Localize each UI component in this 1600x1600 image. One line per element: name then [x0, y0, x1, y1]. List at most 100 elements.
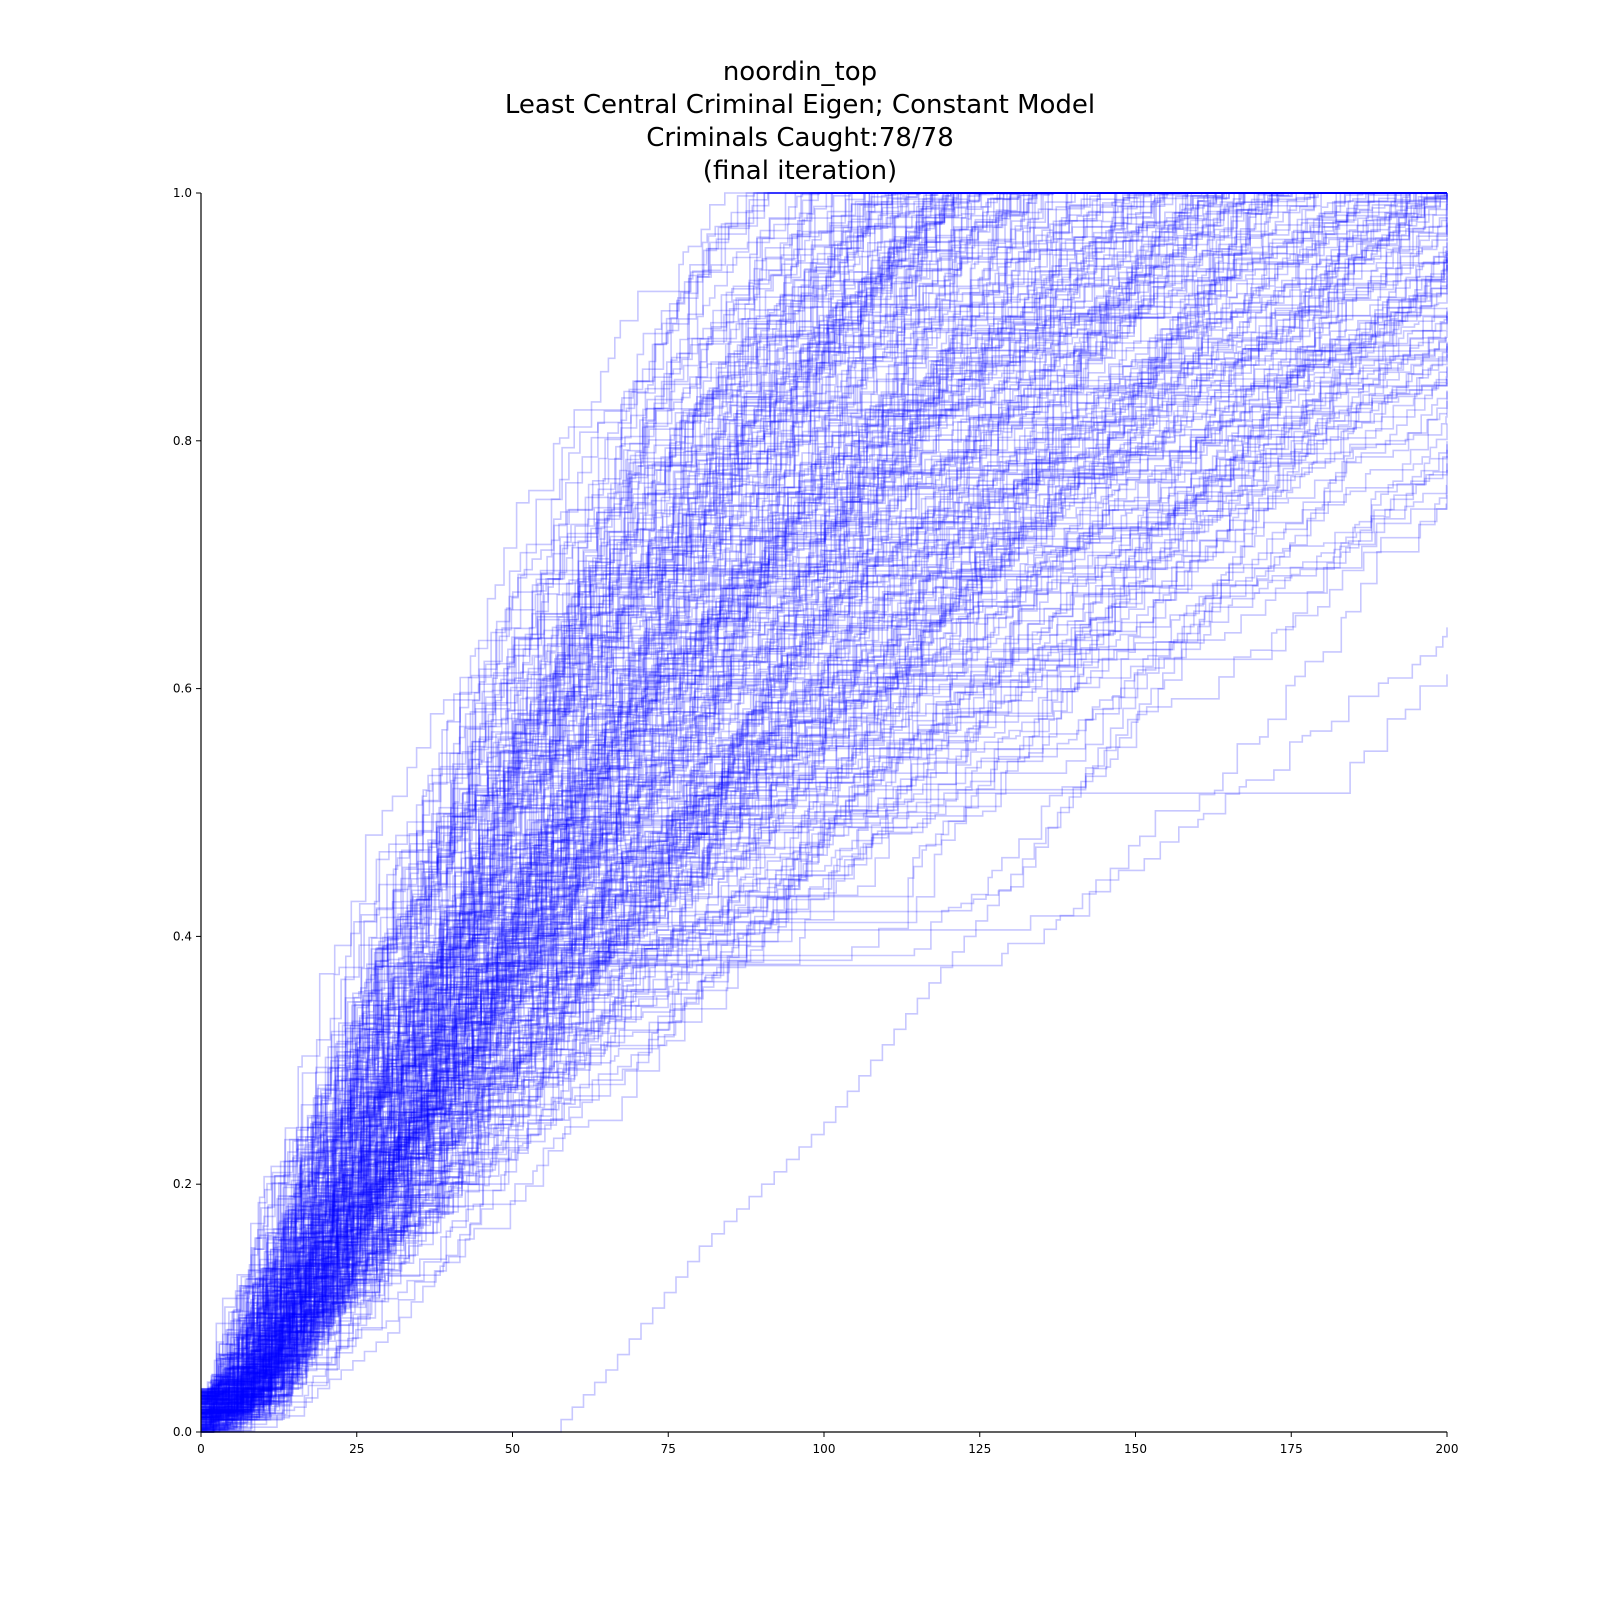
series-line-99: [201, 192, 1447, 1398]
series-line-88: [201, 251, 1448, 1412]
series-line-82: [201, 192, 1447, 1416]
series-line-15: [201, 192, 1447, 1413]
series-line-93: [201, 367, 1448, 1397]
series-line-92: [201, 192, 1447, 1411]
series-line-219: [201, 192, 1447, 1405]
series-line-169: [201, 192, 1447, 1425]
series-line-223: [201, 627, 1448, 1426]
series-line-20: [201, 192, 1447, 1417]
series-line-35: [201, 192, 1447, 1428]
series-line-172: [201, 192, 1447, 1409]
series-line-161: [201, 192, 1447, 1401]
series-line-286: [201, 192, 1447, 1402]
series-line-81: [201, 192, 1447, 1419]
y-tick-label: 0.2: [173, 1177, 192, 1191]
series-line-228: [201, 192, 1447, 1400]
series-line-146: [201, 412, 1447, 1411]
series-line-179: [201, 194, 1448, 1397]
series-line-112: [201, 192, 1447, 1414]
series-line-84: [201, 344, 1448, 1415]
series-line-291: [201, 192, 1447, 1430]
series-line-264: [201, 378, 1447, 1429]
series-line-75: [201, 192, 1447, 1415]
chart-title-line-4: (final iteration): [702, 156, 898, 186]
series-line-209: [201, 192, 1447, 1400]
series-line-139: [201, 192, 1447, 1392]
chart-title: noordin_top Least Central Criminal Eigen…: [0, 56, 1600, 188]
series-line-25: [201, 192, 1447, 1396]
series-line-256: [201, 192, 1447, 1418]
series-line-217: [201, 192, 1447, 1433]
series-line-175: [201, 192, 1447, 1398]
series-line-6: [201, 192, 1447, 1433]
series-line-187: [201, 192, 1447, 1417]
series-line-51: [201, 192, 1447, 1423]
series-line-133: [201, 192, 1447, 1399]
series-line-299: [201, 192, 1447, 1403]
series-line-282: [201, 192, 1447, 1418]
series-line-1: [201, 192, 1447, 1433]
series-line-17: [201, 253, 1448, 1402]
x-tick-label: 150: [1124, 1442, 1147, 1456]
series-line-201: [201, 192, 1447, 1415]
series-line-243: [201, 316, 1448, 1401]
series-layer: [201, 192, 1448, 1433]
series-line-253: [201, 192, 1447, 1432]
series-line-271: [201, 192, 1447, 1406]
series-line-167: [201, 252, 1448, 1400]
series-line-70: [201, 192, 1447, 1404]
series-line-33: [201, 192, 1447, 1405]
series-line-204: [201, 192, 1447, 1426]
series-line-229: [201, 192, 1447, 1398]
series-line-137: [201, 192, 1447, 1402]
series-line-206: [201, 192, 1447, 1403]
series-line-246: [201, 238, 1448, 1425]
series-line-199: [201, 192, 1447, 1410]
series-line-45: [201, 264, 1448, 1419]
x-tick-label: 200: [1436, 1442, 1459, 1456]
series-line-252: [201, 192, 1447, 1410]
series-line-31: [201, 192, 1447, 1399]
series-line-7: [201, 192, 1447, 1410]
series-line-163: [201, 192, 1447, 1427]
x-tick-label: 100: [813, 1442, 836, 1456]
series-line-80: [201, 192, 1447, 1397]
series-line-44: [201, 283, 1448, 1403]
series-line-151: [201, 192, 1447, 1415]
series-line-49: [201, 193, 1448, 1393]
x-tick-label: 75: [661, 1442, 676, 1456]
series-line-130: [201, 192, 1447, 1421]
series-line-24: [201, 192, 1447, 1413]
series-line-101: [201, 280, 1448, 1414]
series-line-102: [201, 259, 1448, 1392]
series-line-114: [201, 192, 1447, 1420]
series-line-121: [201, 192, 1447, 1406]
series-line-149: [201, 264, 1448, 1405]
series-line-285: [201, 192, 1447, 1403]
series-line-205: [201, 192, 1447, 1413]
series-line-28: [201, 192, 1447, 1398]
series-line-241: [201, 192, 1447, 1419]
series-line-148: [201, 192, 1447, 1426]
series-line-212: [201, 193, 1448, 1394]
series-line-230: [201, 192, 1447, 1431]
series-line-63: [201, 287, 1447, 1432]
series-line-162: [201, 192, 1447, 1410]
chart-title-line-2: Least Central Criminal Eigen; Constant M…: [504, 90, 1096, 120]
series-line-260: [201, 192, 1447, 1421]
series-line-171: [201, 242, 1448, 1390]
series-line-247: [201, 192, 1447, 1425]
series-line-72: [201, 192, 1447, 1399]
series-line-138: [201, 192, 1447, 1409]
series-line-77: [201, 275, 1448, 1413]
series-line-186: [201, 192, 1447, 1401]
series-line-0: [201, 192, 1447, 1433]
series-line-127: [201, 192, 1447, 1413]
series-line-79: [201, 441, 1448, 1430]
series-line-296: [201, 192, 1447, 1392]
x-tick-label: 175: [1280, 1442, 1303, 1456]
series-line-185: [201, 192, 1447, 1408]
series-line-274: [201, 192, 1447, 1433]
series-line-21: [201, 192, 1447, 1410]
series-line-297: [201, 203, 1448, 1414]
